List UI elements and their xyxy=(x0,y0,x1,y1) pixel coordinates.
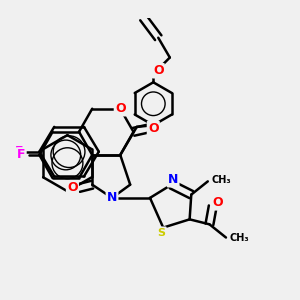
Text: F: F xyxy=(15,145,24,158)
Text: CH₃: CH₃ xyxy=(229,232,249,242)
Text: S: S xyxy=(158,228,166,238)
Text: O: O xyxy=(212,196,223,209)
Text: N: N xyxy=(107,191,117,204)
Text: N: N xyxy=(168,173,178,186)
Text: O: O xyxy=(148,122,159,135)
Text: O: O xyxy=(153,64,164,77)
Text: CH₃: CH₃ xyxy=(211,175,231,185)
Text: O: O xyxy=(67,182,78,194)
Text: F: F xyxy=(17,148,26,161)
Text: O: O xyxy=(115,102,126,115)
